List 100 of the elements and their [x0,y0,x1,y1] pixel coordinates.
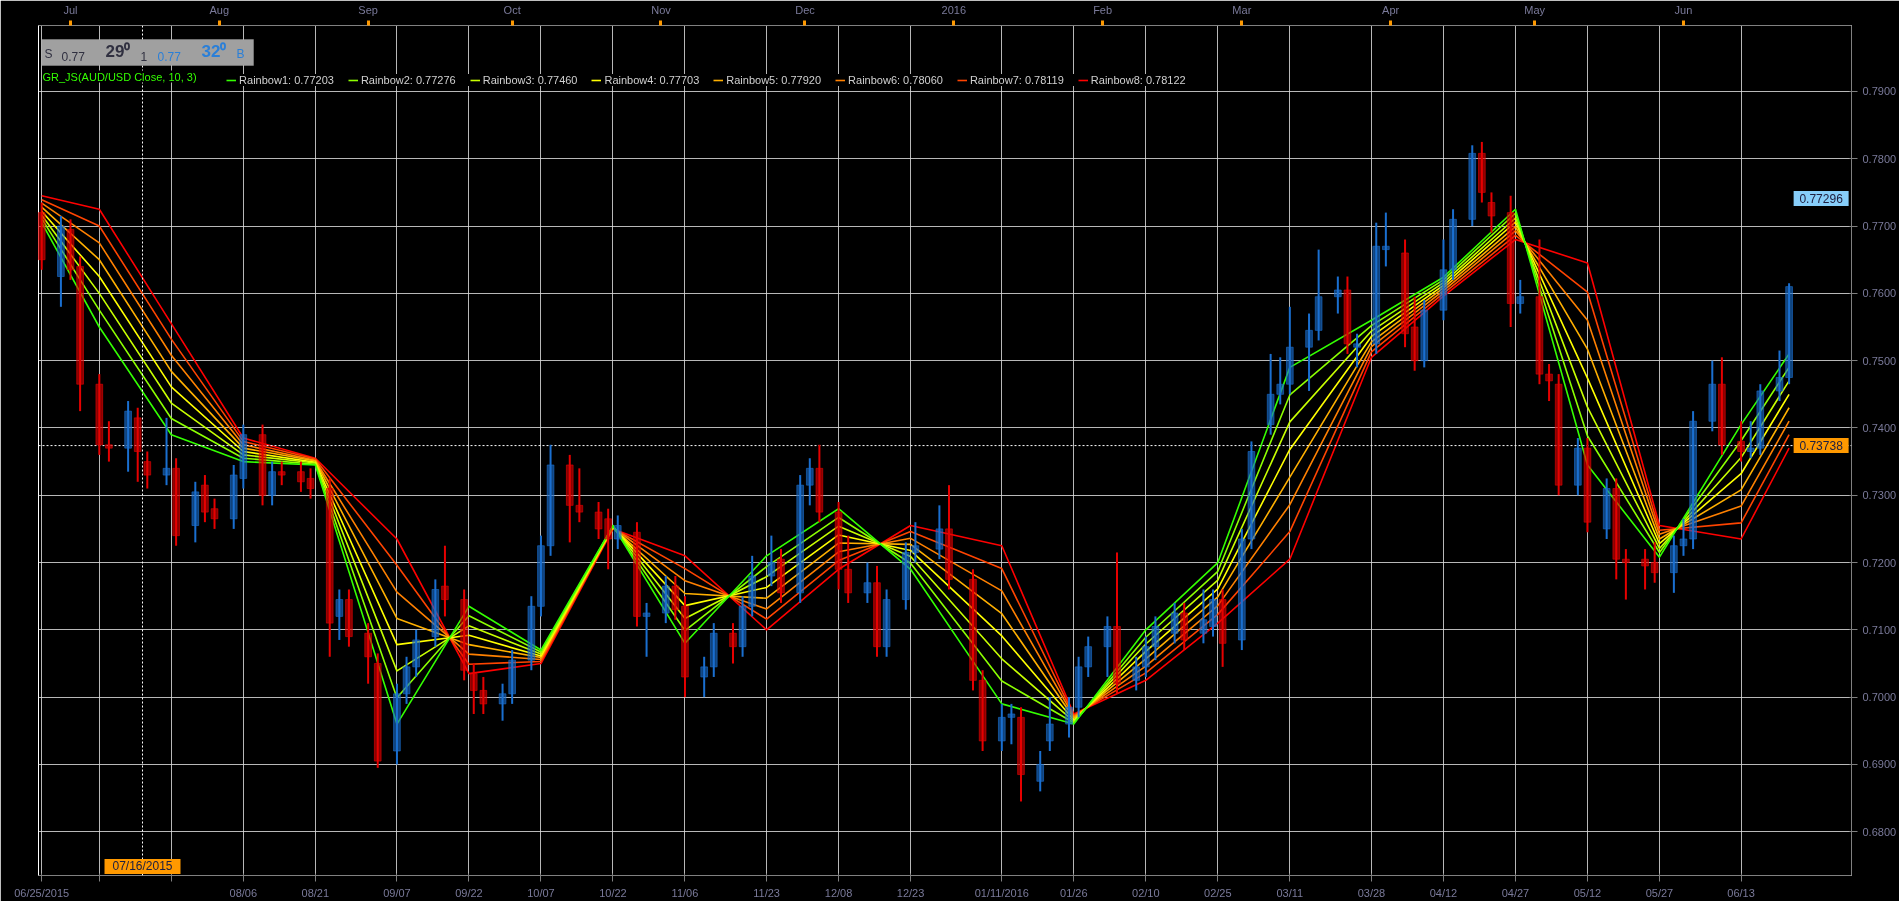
candlestick [1343,275,1352,355]
candlestick [1381,211,1390,268]
x2-tick-label: Dec [795,3,816,16]
candlestick [1487,191,1496,234]
x-tick-label: 01/26 [1060,886,1088,899]
candlestick [777,548,785,604]
legend-label: Rainbow2: 0.77276 [360,74,456,86]
candlestick [575,467,584,524]
candlestick [1439,238,1448,322]
candlestick [882,588,891,658]
candlestick [661,575,670,625]
x2-tick-label: Nov [651,3,672,16]
ref-line-label: 07/16/2015 [112,859,173,874]
candlestick [1583,437,1592,534]
candlestick [1775,349,1784,403]
candlestick [1785,282,1793,386]
candlestick [700,655,709,699]
candlestick [1516,278,1525,315]
candlestick [709,622,718,678]
candlestick [901,541,910,611]
candlestick [945,484,953,591]
candlestick [66,218,75,281]
x2-tick-label: Apr [1382,3,1400,16]
legend-label: Rainbow7: 0.78119 [969,74,1064,86]
candlestick [1420,299,1429,369]
x-tick-label: 12/08 [824,886,853,899]
candlestick [633,521,641,628]
candlestick [210,497,219,530]
candlestick [1218,588,1227,668]
legend-label: Rainbow3: 0.77460 [482,74,578,86]
text: GR_JS(AUD/USD Close, 10, 3) [42,70,197,83]
candlestick [460,588,469,682]
candlestick [1756,383,1765,456]
candlestick [546,443,555,557]
candlestick [1209,588,1217,638]
candlestick [172,457,180,547]
x2-tick-label: Oct [503,3,521,16]
candlestick [38,201,46,271]
x-tick-label: 12/23 [896,886,925,899]
candlestick [1045,696,1054,752]
candlestick [1545,363,1553,403]
candlestick [1622,548,1630,601]
candlestick [671,575,680,621]
x2-tick-label: Sep [358,3,378,16]
candlestick [1679,517,1688,557]
candlestick [815,443,824,524]
candlestick [431,578,440,648]
x-tick-label: 11/06 [671,886,699,899]
candlestick [863,561,872,604]
x-tick-label: 10/07 [527,886,555,899]
candlestick [1199,588,1208,645]
candlestick [729,622,737,665]
candlestick [1401,238,1409,349]
candlestick [748,554,757,618]
y-tick-label: 0.6900 [1862,758,1897,771]
candlestick [306,467,315,500]
candlestick [105,420,113,463]
candlestick [681,595,689,699]
legend-label: Rainbow4: 0.77703 [604,74,700,86]
x-tick-label: 08/06 [229,886,258,899]
candlestick [1132,655,1141,692]
candlestick [1602,477,1611,540]
candlestick [1113,551,1121,695]
y-tick-label: 0.7300 [1862,489,1897,502]
ref-line-label: 0.73738 [1799,439,1844,454]
candlestick [441,544,449,618]
candlestick [1074,655,1083,719]
candlestick [527,595,536,672]
candlestick [1554,373,1563,497]
x-tick-label: 03/28 [1357,886,1386,899]
candlestick [969,568,977,692]
annotation: S [44,46,53,61]
legend-label: Rainbow1: 0.77203 [239,74,334,86]
candlestick [412,628,420,678]
candlestick [1468,144,1477,228]
y-tick-label: 0.7000 [1862,691,1897,704]
candlestick [1506,194,1515,328]
x-tick-label: 06/13 [1727,886,1755,899]
candlestick [1689,410,1697,551]
candlestick [201,474,209,524]
y-tick-label: 0.7100 [1862,623,1897,636]
annotation: 0.77 [157,49,182,64]
candlestick [594,500,603,540]
y-tick-label: 0.7700 [1862,220,1897,233]
annotation: 1 [140,49,148,64]
candlestick [479,675,488,715]
candlestick [1535,238,1544,386]
candlestick [268,460,276,507]
candlestick [873,564,881,658]
candlestick [805,457,814,507]
x2-tick-label: May [1524,3,1546,16]
candlestick [834,500,843,591]
candlestick [1141,635,1150,678]
x2-tick-label: Mar [1232,3,1252,16]
candlestick [1285,305,1294,396]
candlestick [1737,420,1745,463]
x-tick-label: 02/25 [1204,886,1232,899]
candlestick [402,655,411,705]
y-tick-label: 0.7200 [1862,556,1897,569]
candlestick [1708,359,1717,433]
